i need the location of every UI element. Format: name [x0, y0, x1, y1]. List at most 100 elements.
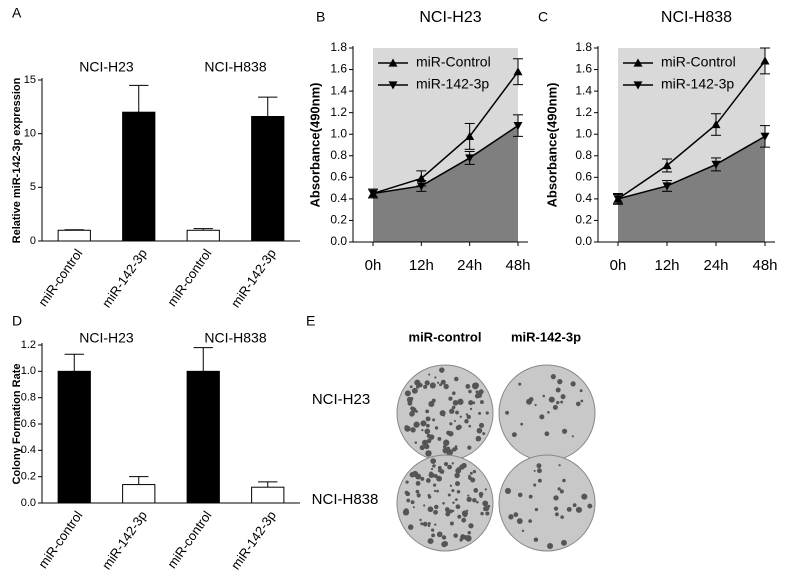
- colony: [575, 401, 581, 407]
- colony: [415, 480, 421, 486]
- y-tick-label: 0.2: [575, 213, 592, 227]
- y-tick-label: 0.8: [330, 148, 347, 162]
- bar: [251, 115, 285, 242]
- panel-letter: C: [538, 9, 548, 25]
- colony: [421, 429, 424, 432]
- chart-title: NCI-H23: [419, 9, 481, 26]
- colony: [513, 512, 519, 518]
- colony: [412, 506, 415, 509]
- colony: [428, 400, 435, 408]
- colony: [454, 445, 458, 448]
- colony: [484, 488, 487, 491]
- colony: [405, 480, 409, 484]
- colony: [434, 504, 439, 510]
- bar: [122, 111, 156, 242]
- colony: [454, 498, 458, 501]
- y-tick-label: 0.6: [330, 170, 347, 184]
- marker: [513, 67, 523, 76]
- colony: [449, 408, 455, 414]
- colony: [465, 413, 469, 416]
- colony: [469, 471, 473, 475]
- colony: [424, 380, 430, 386]
- group-label: NCI-H838: [204, 330, 266, 346]
- colony: [447, 430, 454, 437]
- dish: [498, 364, 596, 462]
- colony: [534, 507, 539, 512]
- colony: [421, 439, 429, 446]
- colony: [433, 464, 436, 467]
- colony: [557, 379, 563, 385]
- panel-letter: D: [12, 313, 22, 329]
- colony: [517, 492, 523, 498]
- marker: [711, 120, 721, 129]
- colony: [547, 410, 550, 414]
- marker: [513, 122, 523, 131]
- colony: [463, 513, 467, 518]
- colony: [451, 391, 456, 396]
- colony: [443, 461, 449, 467]
- colony: [416, 493, 421, 498]
- colony: [437, 466, 442, 470]
- colony: [434, 523, 437, 526]
- colony: [440, 379, 446, 385]
- colony: [410, 500, 415, 505]
- colony: [454, 472, 460, 479]
- colony: [561, 539, 567, 546]
- y-tick-label: 1.2: [21, 339, 36, 351]
- colony: [472, 401, 476, 405]
- colony: [430, 528, 435, 532]
- colony: [427, 524, 431, 528]
- colony: [451, 405, 456, 410]
- x-tick-label: 24h: [703, 257, 728, 274]
- colony: [467, 531, 471, 535]
- marker: [662, 182, 672, 191]
- legend-marker: [388, 58, 398, 67]
- colony: [472, 382, 479, 390]
- colony: [425, 409, 430, 414]
- marker: [613, 195, 623, 204]
- colony: [444, 507, 450, 512]
- dish: [498, 454, 596, 552]
- colony: [469, 407, 473, 411]
- x-tick-label: 0h: [610, 257, 627, 274]
- colony: [560, 400, 564, 404]
- colony: [429, 382, 436, 389]
- column-label: miR-control: [409, 329, 482, 344]
- colony: [542, 394, 546, 398]
- colony: [518, 382, 522, 386]
- colony: [418, 382, 423, 388]
- colony: [466, 509, 469, 512]
- colony: [459, 415, 462, 418]
- colony: [426, 438, 432, 444]
- colony: [539, 414, 545, 420]
- y-tick-label: 1.4: [575, 83, 592, 97]
- colony: [409, 385, 413, 389]
- colony: [404, 490, 409, 495]
- x-tick-label: miR-control: [35, 246, 85, 309]
- y-tick-label: 1.6: [330, 62, 347, 76]
- colony: [562, 478, 566, 483]
- colony: [419, 444, 425, 451]
- colony: [412, 470, 419, 477]
- colony: [459, 538, 463, 542]
- colony: [437, 437, 442, 441]
- x-tick-label: miR-142-3p: [228, 508, 279, 572]
- colony: [439, 469, 445, 474]
- group-label: NCI-H838: [204, 59, 266, 75]
- colony: [452, 399, 459, 406]
- colony: [468, 389, 472, 394]
- colony: [424, 428, 431, 435]
- y-tick-label: 1.4: [330, 83, 347, 97]
- colony: [466, 414, 471, 420]
- marker: [465, 154, 475, 163]
- colony: [423, 504, 426, 507]
- colony: [480, 511, 484, 516]
- y-tick-label: 1.2: [330, 105, 347, 119]
- colony: [516, 518, 523, 524]
- colony: [427, 522, 431, 525]
- colony: [461, 517, 467, 523]
- row-label: NCI-H838: [312, 491, 379, 508]
- colony: [537, 478, 542, 483]
- colony: [439, 367, 445, 373]
